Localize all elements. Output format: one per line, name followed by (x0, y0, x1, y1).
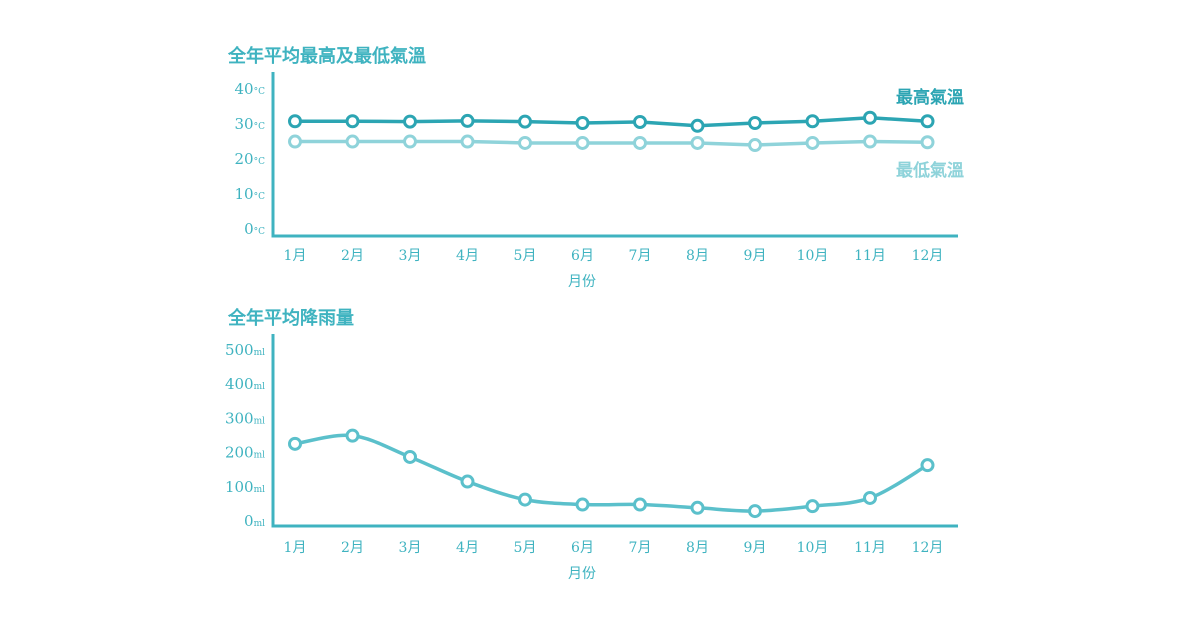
temp-y-tick-label: 40°C (235, 80, 266, 98)
rain-x-tick-label: 8月 (686, 540, 709, 556)
rain-x-tick-label: 3月 (399, 540, 422, 556)
temp-data-point (805, 135, 820, 150)
rain-data-point (920, 458, 935, 473)
rain-y-tick-label: 400ml (225, 375, 265, 393)
temp-x-tick-label: 7月 (629, 248, 652, 264)
temp-y-tick-label: 0°C (244, 220, 265, 238)
temp-y-tick-label: 10°C (235, 185, 266, 203)
rain-x-tick-label: 2月 (341, 540, 364, 556)
temp-data-point (403, 134, 417, 149)
rain-y-tick-label: 300ml (225, 409, 265, 427)
temp-y-tick-label: 30°C (235, 115, 266, 133)
temp-data-point (633, 135, 647, 150)
rain-x-tick-label: 11月 (854, 540, 886, 556)
temp-data-point (288, 114, 302, 129)
temp-data-point (805, 114, 820, 129)
rain-x-tick-label: 7月 (629, 540, 652, 556)
rain-data-point (345, 428, 360, 443)
temp-x-tick-label: 9月 (744, 248, 767, 264)
rain-x-tick-label: 5月 (514, 540, 537, 556)
rain-data-point (288, 436, 302, 451)
temp-y-tick-label: 20°C (235, 150, 266, 168)
temp-data-point (690, 118, 705, 133)
temp-data-point (288, 134, 302, 149)
temp-x-tick-label: 6月 (571, 248, 594, 264)
temp-x-tick-label: 11月 (854, 248, 886, 264)
temp-series-label: 最高氣溫 (896, 87, 964, 108)
temp-data-point (345, 114, 360, 129)
rain-x-tick-label: 6月 (571, 540, 594, 556)
rainfall-chart-title: 全年平均降雨量 (228, 308, 354, 329)
rain-x-tick-label: 4月 (456, 540, 479, 556)
temp-x-axis-title: 月份 (568, 274, 596, 290)
temp-data-point (748, 138, 762, 153)
rain-y-tick-label: 0ml (244, 512, 265, 530)
temp-data-point (460, 113, 475, 128)
temp-x-tick-label: 10月 (797, 248, 829, 264)
temperature-chart-title: 全年平均最高及最低氣溫 (228, 46, 426, 67)
temp-x-tick-label: 12月 (912, 248, 944, 264)
rain-data-point (575, 497, 590, 512)
rain-data-point (518, 492, 532, 507)
temp-x-tick-label: 5月 (514, 248, 537, 264)
temp-data-point (863, 110, 877, 125)
temp-data-point (403, 114, 417, 129)
temp-data-point (920, 114, 935, 129)
rain-series-line (294, 433, 929, 513)
temp-data-point (518, 135, 532, 150)
rain-data-point (748, 504, 762, 519)
temp-data-point (863, 134, 877, 149)
temp-x-tick-label: 4月 (456, 248, 479, 264)
rain-data-point (460, 474, 475, 489)
temp-data-point (575, 135, 590, 150)
temp-data-point (920, 135, 935, 150)
temp-x-tick-label: 2月 (341, 248, 364, 264)
rain-data-point (690, 500, 705, 515)
rain-x-axis-title: 月份 (568, 566, 596, 582)
temp-series-label: 最低氣溫 (896, 160, 964, 181)
rain-data-point (403, 449, 417, 464)
temp-data-point (633, 114, 647, 129)
rain-y-tick-label: 200ml (225, 444, 265, 462)
temp-data-point (690, 135, 705, 150)
rain-x-tick-label: 9月 (744, 540, 767, 556)
rain-y-tick-label: 100ml (225, 478, 265, 496)
temp-data-point (575, 116, 590, 130)
temp-series-line (295, 139, 928, 147)
rain-data-point (863, 490, 877, 505)
rain-y-tick-label: 500ml (225, 341, 265, 359)
temp-data-point (748, 116, 762, 130)
rain-data-point (805, 499, 820, 514)
temp-x-tick-label: 3月 (399, 248, 422, 264)
temp-series-line (295, 116, 928, 128)
temp-data-point (460, 134, 475, 149)
temp-data-point (518, 114, 532, 129)
rain-data-point (633, 497, 647, 512)
temp-x-tick-label: 8月 (686, 248, 709, 264)
temp-x-tick-label: 1月 (284, 248, 307, 264)
temp-data-point (345, 134, 360, 149)
rain-x-tick-label: 10月 (797, 540, 829, 556)
rain-x-tick-label: 12月 (912, 540, 944, 556)
rain-x-tick-label: 1月 (284, 540, 307, 556)
